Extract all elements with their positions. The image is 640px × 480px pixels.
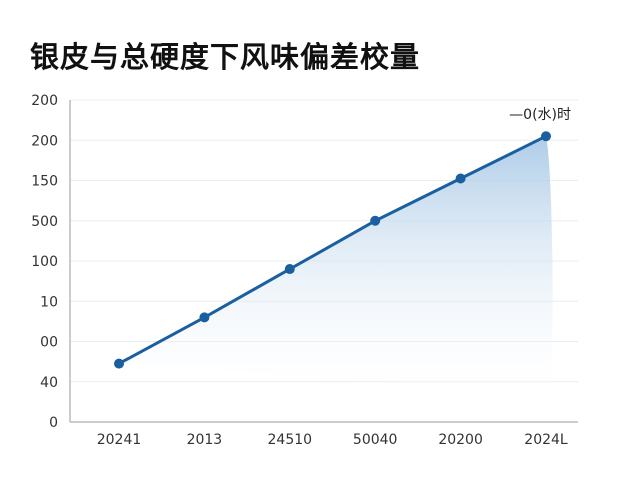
y-tick-label: 10 bbox=[40, 294, 58, 310]
data-point bbox=[284, 264, 295, 275]
y-tick-label: 150 bbox=[31, 174, 58, 190]
data-point bbox=[541, 131, 551, 142]
y-tick-label: 00 bbox=[40, 335, 58, 351]
area-fill bbox=[119, 136, 553, 392]
data-point bbox=[199, 312, 210, 323]
x-tick-label: 20241 bbox=[97, 432, 142, 448]
data-point bbox=[370, 215, 381, 226]
x-tick-label: 2013 bbox=[187, 432, 223, 448]
data-points bbox=[114, 131, 551, 369]
annotation-label: —0(水)时 bbox=[509, 107, 571, 123]
data-point bbox=[455, 173, 466, 184]
y-tick-label: 0 bbox=[49, 415, 58, 431]
x-tick-label: 2024L bbox=[524, 432, 568, 448]
y-tick-label: 200 bbox=[31, 133, 58, 149]
series-line bbox=[118, 134, 547, 365]
y-tick-label: 100 bbox=[31, 254, 58, 270]
x-tick-label: 20200 bbox=[438, 432, 483, 448]
x-tick-label: 24510 bbox=[268, 432, 313, 448]
y-tick-label: 500 bbox=[31, 214, 58, 230]
data-point bbox=[114, 358, 124, 369]
y-tick-label: 200 bbox=[31, 93, 58, 109]
axes bbox=[69, 100, 578, 423]
y-tick-labels: 0 40 00 10 100 500 150 200 200 bbox=[31, 93, 58, 431]
x-tick-labels: 20241 2013 24510 50040 20200 2024L bbox=[97, 432, 568, 448]
y-tick-label: 40 bbox=[40, 375, 58, 391]
chart-title: 银皮与总硬度下风味偏差校量 bbox=[30, 40, 421, 74]
x-tick-label: 50040 bbox=[353, 432, 398, 448]
